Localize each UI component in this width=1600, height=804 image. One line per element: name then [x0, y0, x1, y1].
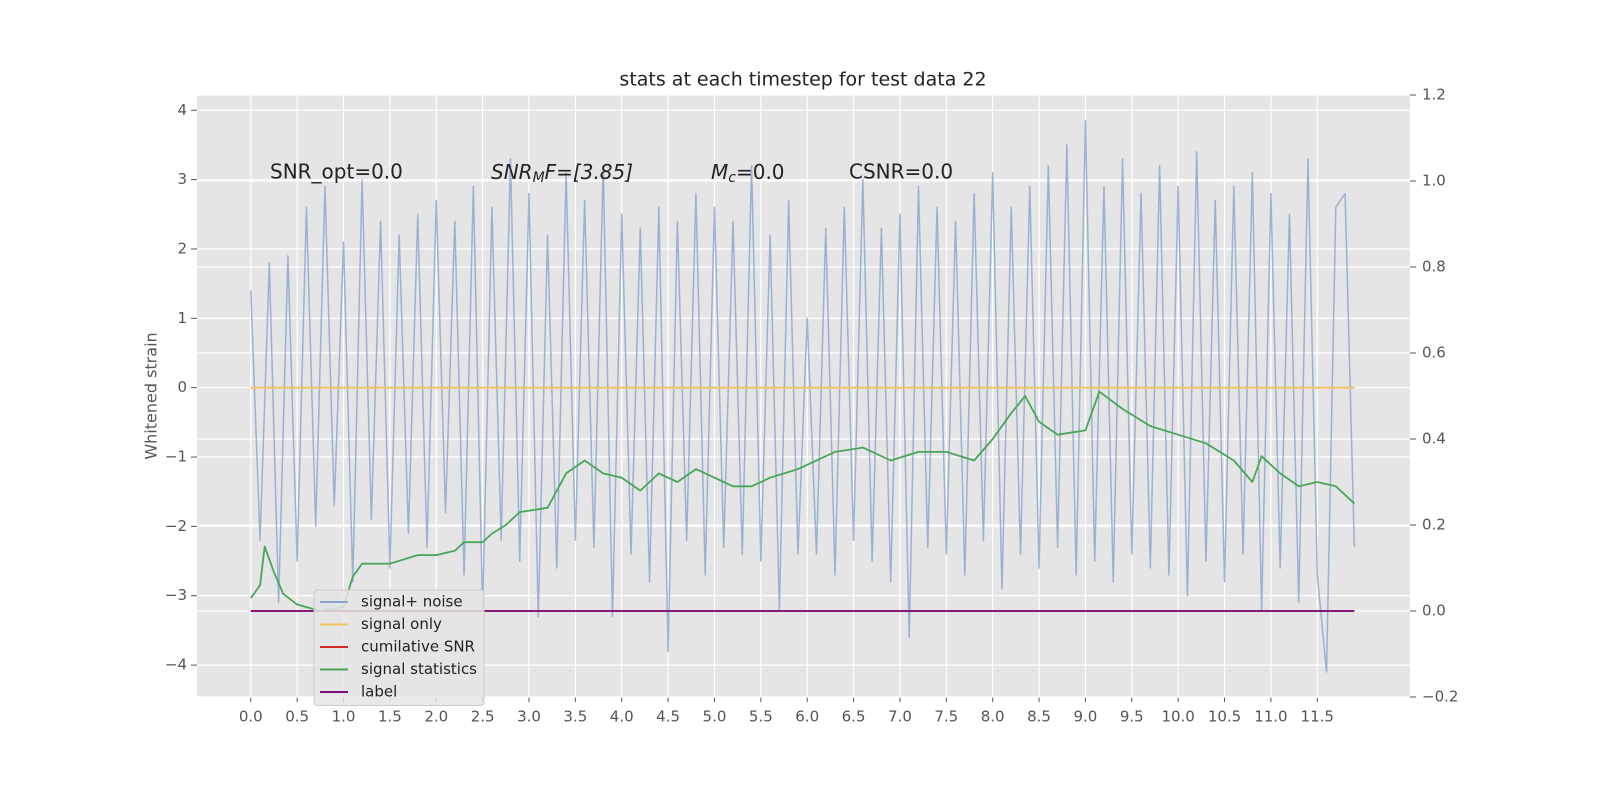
legend-label: signal+ noise: [361, 593, 463, 611]
y-tick-label: −4: [165, 656, 187, 674]
x-tick-label: 6.0: [795, 708, 819, 726]
legend-label: cumilative SNR: [361, 638, 475, 656]
legend: signal+ noise signal only cumilative SNR si…: [313, 589, 485, 706]
x-tick-label: 4.0: [610, 708, 634, 726]
y-tick-label: −3: [165, 586, 187, 604]
x-tick-label: 5.0: [703, 708, 727, 726]
y-tick-label: 0: [177, 378, 187, 396]
legend-label: signal only: [361, 615, 442, 633]
y2-tick-label: 1.2: [1422, 86, 1446, 104]
annotation: SNRMF=[3.85]: [491, 160, 633, 187]
x-tick-label: 11.0: [1254, 708, 1287, 726]
y2-tick-label: 0.8: [1422, 258, 1446, 276]
y-tick-label: 4: [177, 101, 187, 119]
y2-tick-label: 0.4: [1422, 430, 1446, 448]
legend-box: [313, 589, 485, 706]
x-tick-label: 10.0: [1161, 708, 1194, 726]
annotation-part: SNR: [491, 160, 533, 184]
legend-label: label: [361, 683, 397, 701]
y2-tick-label: 0.0: [1422, 602, 1446, 620]
y2-tick-label: 0.2: [1422, 516, 1446, 534]
legend-label: signal statistics: [361, 660, 477, 678]
annotation: Mc=0.0: [711, 160, 785, 187]
x-tick-label: 2.5: [471, 708, 495, 726]
annotation-part: F=[3.85]: [545, 160, 633, 184]
x-tick-label: 10.5: [1208, 708, 1241, 726]
y2-tick-label: 1.0: [1422, 172, 1446, 190]
x-tick-label: 3.0: [517, 708, 541, 726]
x-tick-label: 1.5: [378, 708, 402, 726]
x-tick-label: 6.5: [842, 708, 866, 726]
annotation: SNR_opt=0.0: [270, 160, 403, 184]
annotation-part: M: [711, 160, 728, 184]
x-tick-label: 7.5: [934, 708, 958, 726]
x-tick-label: 9.5: [1120, 708, 1144, 726]
y-tick-label: 1: [177, 309, 187, 327]
y-tick-label: 3: [177, 170, 187, 188]
x-tick-label: 0.0: [239, 708, 263, 726]
y-tick-label: 2: [177, 239, 187, 257]
x-tick-label: 7.0: [888, 708, 912, 726]
y2-tick-label: 0.6: [1422, 344, 1446, 362]
annotation-sub: M: [533, 170, 545, 186]
x-tick-label: 2.0: [424, 708, 448, 726]
x-tick-label: 4.5: [656, 708, 680, 726]
chart-title: stats at each timestep for test data 22: [619, 69, 986, 91]
x-tick-label: 8.5: [1027, 708, 1051, 726]
x-tick-label: 3.5: [563, 708, 587, 726]
y-tick-label: −1: [165, 448, 187, 466]
x-tick-label: 0.5: [285, 708, 309, 726]
series-line: [250, 119, 1356, 673]
annotation-sub: c: [728, 170, 736, 186]
annotation: CSNR=0.0: [849, 160, 953, 184]
y-axis-label: Whitened strain: [142, 332, 161, 459]
x-tick-label: 8.0: [981, 708, 1005, 726]
annotation-part: =0.0: [736, 160, 785, 184]
x-tick-label: 11.5: [1301, 708, 1334, 726]
y-tick-label: −2: [165, 517, 187, 535]
x-tick-label: 5.5: [749, 708, 773, 726]
x-tick-label: 1.0: [332, 708, 356, 726]
series-line: [250, 390, 1355, 612]
y2-tick-label: −0.2: [1422, 688, 1458, 706]
x-tick-label: 9.0: [1073, 708, 1097, 726]
